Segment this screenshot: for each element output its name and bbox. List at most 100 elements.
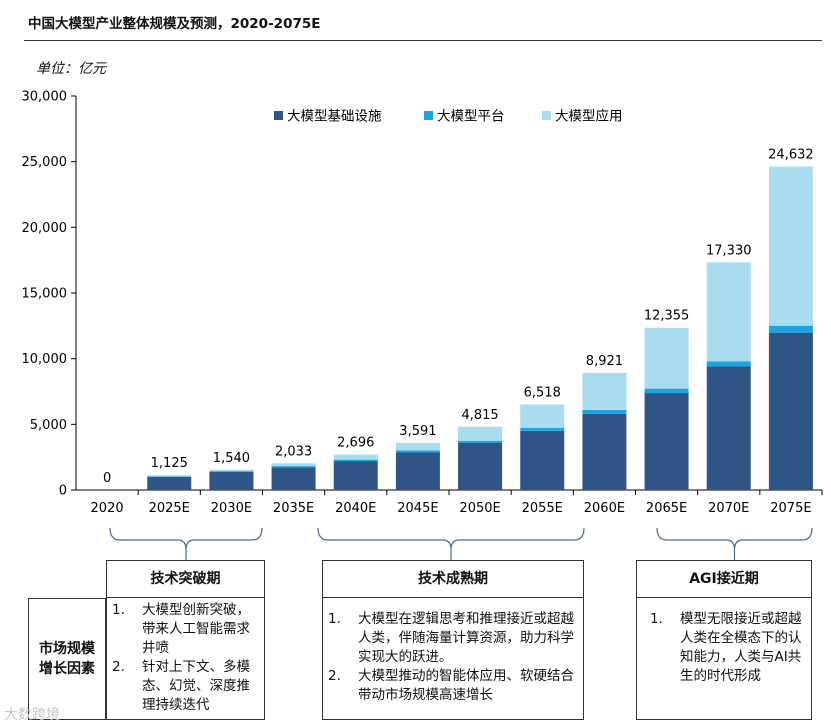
stacked-bar-chart: 0 5,000 10,000 15,000 20,000 25,000 30,000 2020…: [22, 90, 823, 560]
total-data-label: 2,696: [337, 436, 374, 451]
y-tick-label: 10,000: [22, 352, 68, 367]
x-tick-label: 2040E: [335, 501, 376, 516]
legend-swatch: [542, 111, 551, 120]
y-tick-label: 20,000: [22, 221, 68, 236]
bar-segment-platform: [644, 388, 689, 394]
phase-title-breakthrough: 技术突破期: [106, 560, 265, 598]
x-tick-label: 2030E: [211, 501, 252, 516]
list-item: 1. 模型无限接近或超越人类在全模态下的认知能力，人类与AI共生的时代形成: [650, 610, 808, 686]
bar-segment-application: [147, 475, 192, 477]
bar-segment-infrastructure: [333, 461, 378, 490]
x-tick-label: 2045E: [397, 501, 438, 516]
growth-factors-label: 市场规模 增长因素: [28, 598, 106, 720]
x-tick-label: 2060E: [584, 501, 625, 516]
phase-items-maturity: 1. 大模型在逻辑思考和推理接近或超越人类，伴随海量计算资源，助力科学实现大的跃进…: [328, 610, 580, 705]
phase-title-agi: AGI接近期: [636, 560, 812, 598]
bar-segment-platform: [395, 450, 440, 453]
bar-segment-platform: [520, 428, 565, 431]
bar-segment-platform: [706, 361, 751, 367]
y-tick-label: 0: [59, 484, 67, 499]
bar-segment-platform: [333, 459, 378, 462]
watermark: 大数跨境: [4, 707, 60, 723]
item-number: 2.: [112, 659, 125, 675]
bar-segment-infrastructure: [582, 413, 627, 490]
bar-segment-application: [768, 166, 813, 326]
phase-items-breakthrough: 1. 大模型创新突破，带来人工智能需求井喷 2. 针对上下文、多模态、幻觉、深度推理…: [112, 601, 262, 715]
phase-box-agi: [636, 560, 812, 720]
bar-segment-infrastructure: [768, 332, 813, 490]
y-tick-label: 5,000: [30, 418, 67, 433]
item-number: 1.: [650, 611, 663, 627]
legend-swatch: [424, 111, 433, 120]
item-text: 大模型创新突破，带来人工智能需求井喷: [142, 602, 250, 656]
bar-segment-infrastructure: [644, 393, 689, 490]
bar-segment-infrastructure: [147, 476, 192, 490]
x-tick-label: 2070E: [708, 501, 749, 516]
legend-swatch: [274, 111, 283, 120]
bar-segment-platform: [768, 325, 813, 333]
bar-segment-platform: [458, 440, 503, 443]
bar-segment-infrastructure: [706, 366, 751, 490]
legend-label: 大模型基础设施: [287, 108, 382, 125]
total-data-label: 4,815: [461, 408, 498, 423]
bar-segment-application: [582, 372, 627, 410]
bar-segment-platform: [147, 476, 192, 477]
item-text: 大模型在逻辑思考和推理接近或超越人类，伴随海量计算资源，助力科学实现大的跃进。: [358, 611, 574, 665]
x-tick-label: 2020: [91, 501, 124, 516]
item-number: 1.: [328, 611, 341, 627]
bar-segment-platform: [271, 466, 316, 468]
bar-segment-application: [706, 262, 751, 362]
total-data-label: 3,591: [399, 424, 436, 439]
item-text: 大模型推动的智能体应用、软硬结合带动市场规模高速增长: [358, 668, 574, 703]
x-tick-label: 2035E: [273, 501, 314, 516]
list-item: 1. 大模型在逻辑思考和推理接近或超越人类，伴随海量计算资源，助力科学实现大的跃进…: [328, 610, 580, 667]
legend-label: 大模型平台: [437, 109, 505, 125]
bar-segment-infrastructure: [458, 442, 503, 490]
bar-segment-application: [520, 404, 565, 429]
item-text: 针对上下文、多模态、幻觉、深度推理持续迭代: [142, 659, 250, 713]
bar-segment-application: [458, 426, 503, 441]
bar-segment-platform: [582, 409, 627, 414]
x-tick-label: 2025E: [149, 501, 190, 516]
x-tick-label: 2065E: [646, 501, 687, 516]
bar-segment-application: [395, 442, 440, 451]
total-data-label: 12,355: [644, 309, 690, 324]
phase-title-maturity: 技术成熟期: [322, 560, 584, 598]
y-tick-label: 15,000: [22, 287, 68, 302]
total-data-label: 1,125: [151, 456, 188, 471]
item-text: 模型无限接近或超越人类在全模态下的认知能力，人类与AI共生的时代形成: [680, 611, 802, 684]
total-data-label: 0: [103, 471, 111, 486]
list-item: 2. 针对上下文、多模态、幻觉、深度推理持续迭代: [112, 658, 262, 715]
list-item: 2. 大模型推动的智能体应用、软硬结合带动市场规模高速增长: [328, 667, 580, 705]
legend-label: 大模型应用: [555, 108, 623, 125]
bar-segment-application: [209, 469, 254, 472]
x-tick-label: 2075E: [770, 501, 811, 516]
bar-segment-application: [644, 327, 689, 389]
item-number: 1.: [112, 602, 125, 618]
x-tick-label: 2055E: [522, 501, 563, 516]
phase-brace-agi: [656, 527, 813, 551]
growth-factors-text: 市场规模 增长因素: [39, 641, 95, 677]
total-data-label: 2,033: [275, 444, 312, 459]
phase-box-maturity: [322, 560, 584, 720]
bar-segment-infrastructure: [395, 452, 440, 490]
bar-segment-infrastructure: [209, 471, 254, 490]
y-tick-label: 30,000: [22, 90, 68, 105]
title-divider: [24, 40, 822, 41]
phase-brace-breakthrough: [109, 527, 263, 551]
bar-segment-platform: [209, 471, 254, 472]
phase-items-agi: 1. 模型无限接近或超越人类在全模态下的认知能力，人类与AI共生的时代形成: [650, 610, 808, 686]
unit-label: 单位：亿元: [36, 61, 106, 77]
phase-box-breakthrough: [106, 560, 265, 720]
bar-segment-infrastructure: [520, 430, 565, 490]
bar-segment-infrastructure: [271, 467, 316, 490]
item-number: 2.: [328, 668, 341, 684]
total-data-label: 8,921: [586, 354, 623, 369]
x-tick-label: 2050E: [459, 501, 500, 516]
phase-brace-maturity: [317, 527, 585, 551]
total-data-label: 17,330: [706, 243, 752, 258]
bar-segment-application: [333, 454, 378, 460]
chart-title: 中国大模型产业整体规模及预测，2020-2075E: [28, 16, 321, 32]
total-data-label: 1,540: [213, 451, 250, 466]
total-data-label: 24,632: [768, 147, 814, 162]
